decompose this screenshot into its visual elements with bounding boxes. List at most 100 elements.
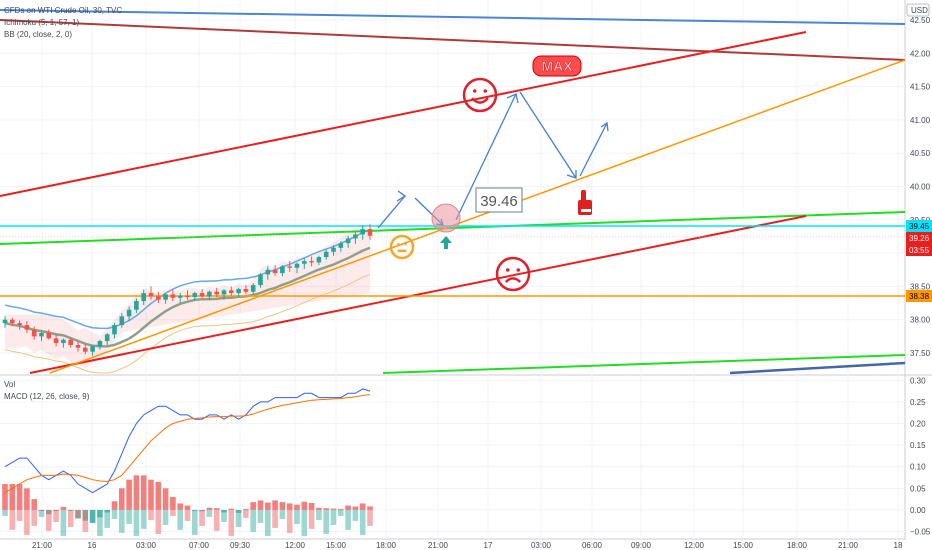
candle-body (31, 329, 37, 337)
bb-label[interactable]: BB (20, close, 2, 0) (4, 30, 73, 39)
time-axis-tick: 15:00 (733, 541, 754, 550)
candle-body (75, 345, 81, 348)
volume-bar (184, 509, 191, 521)
candle-body (46, 333, 52, 339)
volume-bar (97, 509, 103, 536)
price-axis-tick: 38.50 (910, 282, 931, 291)
volume-bar (46, 509, 52, 531)
sad-face-icon-eye-right (516, 268, 521, 272)
pointing-hand-finger (581, 190, 586, 204)
projection-arrow-4-head (566, 170, 577, 179)
projection-arrow-3-head (506, 93, 519, 104)
candle-body (192, 293, 198, 298)
macd-histogram-bar (316, 507, 322, 510)
volume-bar (148, 509, 154, 520)
pointing-hand-cuff (581, 209, 591, 212)
signal-line (4, 394, 371, 494)
candle-body (229, 290, 234, 294)
bb-basis-line (4, 246, 371, 348)
bb-upper-line (4, 229, 371, 330)
happy-face-icon (462, 77, 498, 113)
macd-label[interactable]: MACD (12, 26, close, 9) (4, 392, 90, 401)
projection-arrow-5-head (600, 121, 609, 132)
time-axis-tick: 09:30 (230, 541, 251, 550)
candle-body (90, 346, 95, 352)
channel-lower-red (29, 215, 807, 374)
price-tag-countdown: 03:55 (909, 246, 930, 255)
candle-body (221, 290, 227, 295)
sad-face-icon (495, 256, 531, 292)
bb-lower-line (4, 273, 371, 374)
sad-face-icon-mouth (504, 277, 522, 283)
volume-bar (250, 509, 256, 532)
time-axis-tick: 03:00 (136, 541, 157, 550)
projection-arrow-3 (455, 93, 517, 221)
candle-body (83, 347, 88, 352)
time-axis-tick: 17 (484, 541, 493, 550)
candle-body (287, 266, 292, 268)
volume-bar (111, 509, 118, 519)
macd-histogram-bar (367, 506, 373, 510)
ichimoku-label[interactable]: Ichimoku (5, 1, 57, 1) (4, 18, 80, 27)
macd-histogram-bar (170, 496, 176, 510)
candle-body (207, 291, 212, 297)
trend-line-blue-bottom (729, 361, 906, 375)
candle-body (53, 338, 59, 344)
price-tag-last: 39.26 (909, 234, 930, 243)
volume-bar (272, 509, 278, 528)
candle-body (272, 269, 278, 274)
macd-histogram-bar (184, 505, 191, 510)
candle-body (294, 263, 300, 268)
candle-body (148, 293, 154, 297)
macd-histogram-bar (199, 509, 205, 512)
volume-bar (126, 509, 132, 524)
neutral-face-icon-eye-left (397, 243, 400, 246)
candle-body (302, 261, 307, 264)
macd-histogram-bar (31, 499, 37, 510)
time-axis-tick: 21:00 (838, 541, 859, 550)
macd-histogram-bar (206, 507, 213, 510)
volume-bar (155, 509, 162, 534)
price-axis-tick: 40.50 (910, 149, 931, 158)
macd-axis-tick: −0.05 (910, 528, 931, 537)
macd-histogram-bar (301, 501, 308, 510)
volume-bar (221, 509, 227, 522)
target-price-label: 39.46 (480, 193, 518, 210)
volume-bar (192, 509, 198, 535)
trend-line-orange (49, 59, 906, 374)
macd-histogram-bar (53, 509, 59, 511)
trend-line-green-bottom (382, 354, 906, 374)
macd-histogram-bar (162, 488, 169, 510)
volume-bar (367, 509, 373, 526)
candle-body (156, 296, 161, 300)
price-tag-cyan: 39.45 (909, 222, 930, 231)
candle-body (243, 289, 249, 292)
volume-bar (53, 509, 59, 522)
macd-histogram-bar (97, 509, 103, 518)
macd-histogram-bar (294, 504, 300, 510)
macd-histogram-bar (265, 502, 271, 510)
price-axis-tick: 38.00 (910, 316, 931, 325)
neutral-face-icon (389, 234, 415, 260)
symbol-label[interactable]: CFDs on WTI Crude Oil, 30, TVC (4, 6, 123, 15)
candle-body (316, 257, 322, 263)
target-price-box (475, 187, 523, 213)
volume-bar (294, 509, 300, 524)
time-axis-tick: 18 (894, 541, 903, 550)
vol-label[interactable]: Vol (4, 380, 16, 389)
macd-histogram-bar (359, 503, 366, 510)
macd-histogram-bar (82, 509, 89, 521)
candle-body (185, 295, 190, 298)
neutral-face-icon-eye-right (404, 243, 407, 246)
candle-body (134, 301, 139, 310)
candle-body (141, 293, 146, 302)
volume-bar (2, 509, 8, 516)
volume-bar (338, 509, 344, 516)
macd-histogram-bar (257, 500, 264, 510)
candle-body (112, 325, 117, 335)
price-tag-orange: 38.38 (909, 292, 930, 301)
macd-axis-tick: 0.25 (910, 398, 926, 407)
candle-body (97, 341, 103, 347)
candle-body (24, 325, 30, 330)
currency-box (906, 3, 930, 17)
